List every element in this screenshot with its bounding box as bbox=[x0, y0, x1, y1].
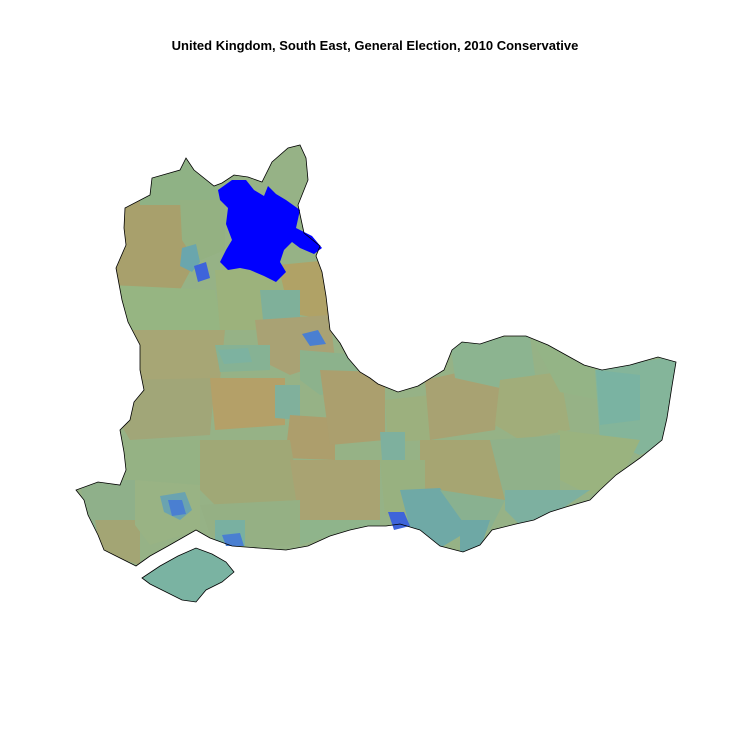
region-new-forest-w bbox=[95, 520, 140, 565]
region-portsmouth-south bbox=[222, 533, 244, 546]
mainland-outline bbox=[75, 144, 677, 567]
region-mole-valley bbox=[290, 460, 380, 525]
constituency-regions bbox=[76, 145, 676, 566]
region-maidstone bbox=[495, 372, 570, 440]
region-slough bbox=[302, 330, 326, 346]
region-reading-west bbox=[218, 348, 252, 364]
region-hastings bbox=[505, 490, 590, 525]
region-newbury bbox=[118, 378, 215, 440]
region-chichester bbox=[300, 520, 380, 545]
isle-of-wight bbox=[141, 547, 235, 603]
region-sevenoaks bbox=[425, 370, 500, 440]
region-epsom bbox=[385, 395, 430, 442]
region-thanet bbox=[596, 370, 640, 425]
highlighted-constituency bbox=[218, 180, 322, 282]
region-oxford bbox=[130, 330, 225, 385]
region-dartford bbox=[450, 336, 535, 388]
region-reigate bbox=[380, 432, 405, 460]
region-hampshire-ne bbox=[200, 440, 300, 505]
region-oxford-east bbox=[180, 244, 200, 272]
region-wokingham bbox=[210, 378, 285, 430]
region-beaconsfield bbox=[278, 260, 330, 320]
region-southampton-test bbox=[168, 500, 186, 516]
region-oxford-west bbox=[194, 262, 210, 282]
region-oxfordshire-n bbox=[110, 285, 222, 335]
region-bracknell bbox=[275, 385, 300, 420]
region-surrey-heath bbox=[285, 415, 335, 460]
region-eastbourne bbox=[460, 520, 490, 552]
region-runnymede bbox=[320, 370, 385, 445]
region-wealden bbox=[490, 435, 560, 500]
urban-constituencies bbox=[160, 244, 410, 546]
map-title: United Kingdom, South East, General Elec… bbox=[171, 38, 579, 53]
